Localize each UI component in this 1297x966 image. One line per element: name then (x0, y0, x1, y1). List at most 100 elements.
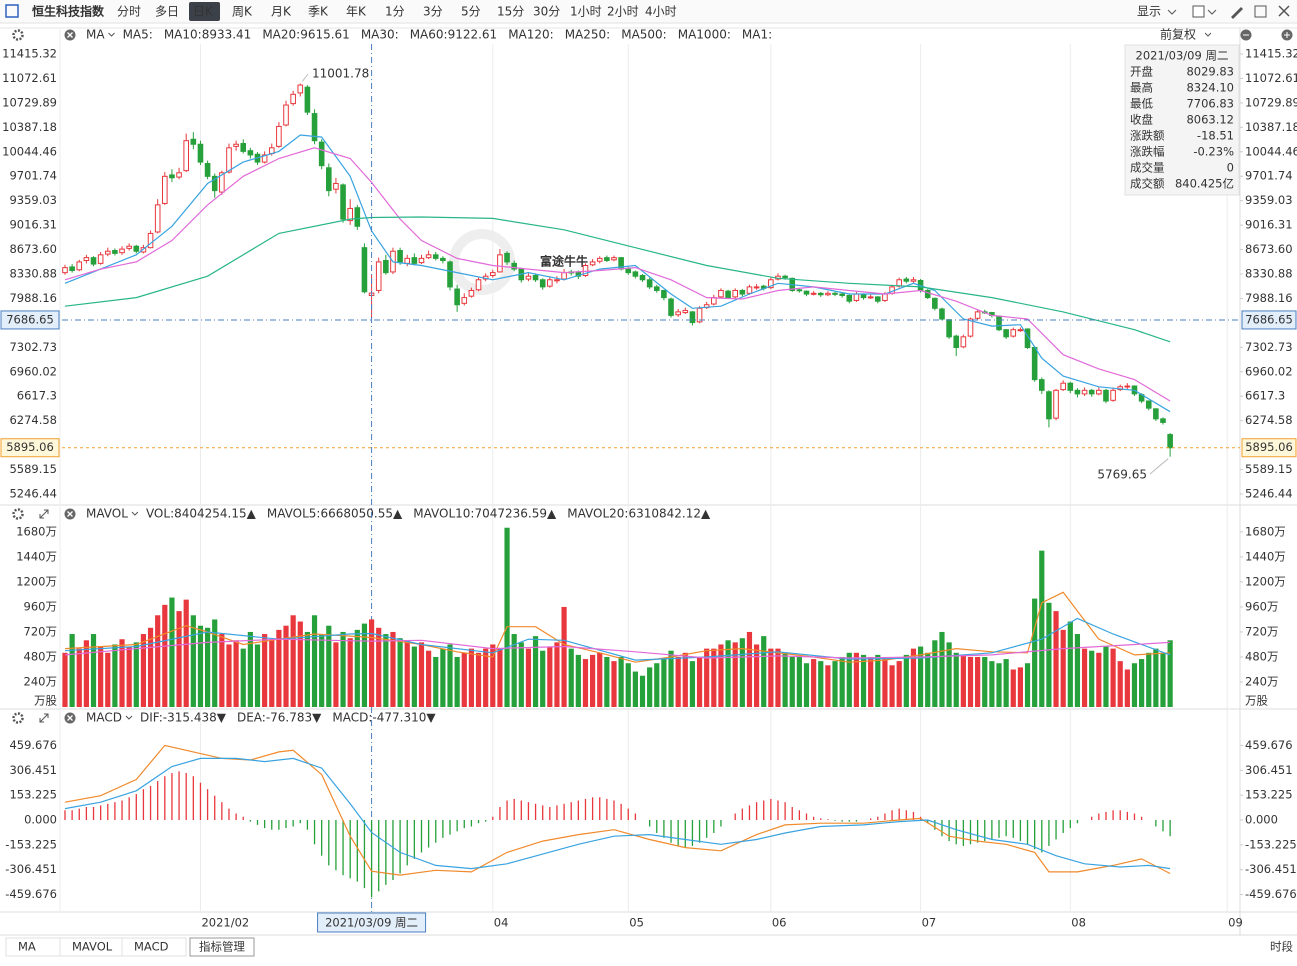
indicator-tab-label[interactable]: MACD (134, 940, 169, 954)
tab[interactable]: 15分 (497, 5, 524, 19)
info-date: 2021/03/09 周二 (1136, 49, 1229, 63)
indicator-name[interactable]: MACD (86, 711, 122, 725)
indicator-tab-label[interactable]: MAVOL (72, 940, 113, 954)
candle-body (711, 297, 717, 305)
close-icon[interactable] (1278, 5, 1290, 17)
volume-bar (540, 650, 546, 707)
display-menu[interactable]: 显示 (1137, 5, 1161, 19)
indicator-tab-label[interactable]: 指标管理 (199, 940, 245, 954)
tab[interactable]: 1小时 (570, 5, 602, 19)
tab[interactable]: 日K (193, 5, 214, 19)
tab[interactable]: 年K (346, 5, 367, 19)
candle-body (910, 279, 917, 282)
legend-item: MA5: (123, 28, 153, 42)
candle-body (418, 257, 425, 264)
indicator-name[interactable]: MA (86, 28, 105, 42)
checkbox[interactable] (1192, 5, 1205, 18)
candle-body (853, 293, 860, 301)
info-label: 开盘 (1130, 65, 1153, 79)
legend-item: DIF:-315.438▼ (140, 711, 227, 725)
candle-body (1046, 391, 1052, 420)
tab[interactable]: 1分 (385, 5, 405, 19)
volume-bar (932, 640, 938, 707)
y-tick-label: 1680万 (16, 524, 57, 538)
volume-bar (333, 642, 339, 707)
candle-body (946, 319, 952, 338)
legend-item: MACD:-477.310▼ (332, 711, 436, 725)
candle-body (1031, 347, 1038, 381)
candle-body (283, 104, 289, 126)
candle-body (154, 204, 161, 233)
volume-bar (297, 621, 303, 707)
indicator-tab[interactable] (121, 937, 187, 957)
candle-body (211, 175, 218, 192)
candle-body (340, 184, 346, 220)
legend-item: MA60:9122.61 (410, 28, 498, 42)
candle-body (903, 278, 910, 282)
volume-bar (696, 656, 703, 707)
session-label[interactable]: 时段 (1270, 940, 1293, 954)
candle-body (1017, 329, 1024, 332)
high-annotation: 11001.78 (312, 67, 369, 81)
toolbar (0, 0, 1297, 23)
tab[interactable]: 月K (271, 5, 292, 19)
tab[interactable]: 5分 (461, 5, 481, 19)
info-label: 涨跌幅 (1130, 145, 1165, 159)
info-value: -0.23% (1193, 145, 1234, 159)
tab[interactable]: 多日 (155, 5, 179, 19)
candle-body (718, 289, 724, 298)
annotation-line (1149, 458, 1169, 475)
volume-bar (668, 650, 674, 707)
expand-icon[interactable] (39, 713, 49, 723)
indicator-tab-label[interactable]: MA (18, 940, 36, 954)
candle-body (397, 250, 403, 263)
volume-bar (568, 648, 574, 707)
indicator-line (64, 617, 1171, 661)
tab[interactable]: 分时 (117, 5, 141, 19)
tab[interactable]: 30分 (533, 5, 560, 19)
window-icon[interactable] (1254, 5, 1267, 18)
volume-bar (433, 656, 439, 707)
legend-item: MAVOL10:7047236.59▲ (413, 507, 557, 521)
y-tick-label: 480万 (24, 649, 57, 663)
volume-bar (982, 656, 988, 707)
settings-icon[interactable] (12, 712, 24, 724)
adjust-menu[interactable]: 前复权 (1160, 27, 1196, 42)
tab[interactable]: 4小时 (645, 5, 677, 19)
volume-bar (868, 656, 874, 707)
candle-body (411, 257, 418, 264)
candle-body (825, 292, 831, 296)
candle-body (1060, 382, 1066, 391)
volume-bar (105, 652, 111, 707)
expand-icon[interactable] (39, 509, 49, 519)
candle-body (953, 335, 960, 349)
volume-bar (761, 636, 767, 707)
tab[interactable]: 3分 (423, 5, 443, 19)
volume-bar (240, 648, 246, 707)
settings-icon[interactable] (12, 29, 24, 41)
pen-icon[interactable] (1231, 7, 1243, 19)
indicator-name[interactable]: MAVOL (86, 507, 128, 521)
volume-bar (147, 627, 154, 707)
candle-body (183, 140, 190, 172)
candle-body (653, 286, 660, 291)
tab[interactable]: 周K (232, 5, 253, 19)
volume-bar (475, 652, 482, 707)
x-tick-label: 04 (494, 916, 509, 930)
candle-body (361, 247, 368, 293)
volume-bar (1139, 659, 1145, 707)
volume-bar (739, 638, 745, 707)
indicator-tab[interactable] (189, 937, 255, 957)
volume-bar (311, 615, 318, 707)
candle-body (974, 311, 981, 319)
tab[interactable]: 2小时 (607, 5, 639, 19)
volume-bar (632, 671, 638, 707)
volume-bar (212, 619, 218, 707)
volume-bar (711, 648, 717, 707)
settings-icon[interactable] (12, 508, 24, 520)
indicator-line (64, 147, 1171, 402)
volume-bar (811, 659, 817, 707)
volume-bar (140, 634, 147, 707)
y-tick-label: 8673.60 (1245, 242, 1293, 256)
tab[interactable]: 季K (308, 5, 329, 19)
